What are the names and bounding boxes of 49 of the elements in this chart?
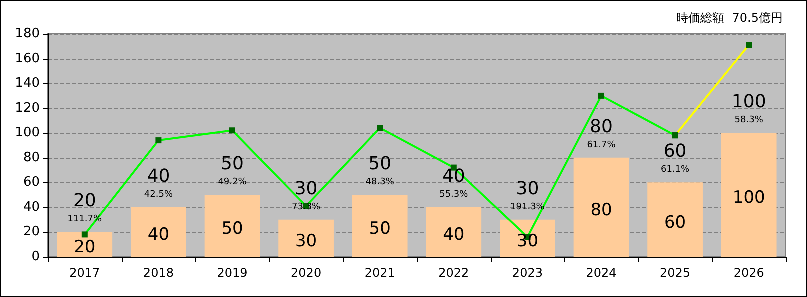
y-tick-label: 60 — [23, 175, 40, 190]
data-label: 40 — [148, 225, 170, 246]
x-tick-label: 2024 — [586, 266, 617, 280]
data-label: 50 — [369, 219, 391, 240]
data-label: 60 — [664, 212, 686, 233]
annotation: 55.3% — [440, 190, 469, 200]
text: 30 — [516, 178, 540, 200]
data-label: 80 — [590, 200, 612, 220]
data-label: 40 — [443, 225, 465, 246]
annotation: 73.3% — [292, 202, 322, 212]
annotation: 58.3% — [734, 116, 764, 126]
y-tick-label: 160 — [15, 51, 40, 66]
data-label: 50 — [222, 219, 244, 240]
data-label: 30 — [295, 231, 318, 252]
y-tick-label: 140 — [15, 76, 40, 92]
x-tick-label: 2021 — [364, 266, 396, 280]
text: 100 — [732, 92, 766, 113]
y-tick-label: 40 — [23, 200, 40, 215]
x-tick-label: 2019 — [217, 266, 248, 280]
text: 60 — [664, 141, 687, 162]
text: 80 — [590, 116, 613, 138]
data-label: 20 — [74, 238, 96, 258]
text: 20 — [73, 190, 96, 212]
y-tick-label: 20 — [23, 224, 40, 240]
y-tick-label: 100 — [15, 126, 40, 141]
annotation: 42.5% — [144, 190, 174, 200]
text: 40 — [147, 166, 170, 187]
annotation: 49.2% — [218, 178, 248, 188]
text: 30 — [294, 178, 318, 200]
annotation: 48.3% — [366, 178, 395, 188]
x-tick-label: 2020 — [291, 266, 322, 280]
y-tick-label: 120 — [15, 100, 40, 116]
x-tick-label: 2026 — [734, 266, 764, 280]
data-label: 30 — [516, 231, 539, 252]
x-tick-label: 2018 — [143, 266, 174, 280]
data-label: 100 — [732, 188, 766, 208]
text: 50 — [221, 154, 244, 175]
y-tick-label: 80 — [23, 150, 40, 166]
text: 50 — [368, 154, 392, 175]
x-tick-label: 2017 — [70, 266, 100, 280]
text: 40 — [442, 166, 466, 187]
annotation: 61.1% — [661, 165, 690, 176]
x-tick-label: 2022 — [438, 266, 470, 280]
y-tick-label: 0 — [32, 250, 40, 264]
chart-title: 時価総額 70.5億円 — [676, 11, 784, 25]
y-tick-label: 180 — [15, 26, 40, 42]
x-tick-label: 2025 — [660, 266, 691, 280]
annotation: 61.7% — [587, 140, 616, 150]
x-tick-label: 2023 — [512, 266, 543, 280]
